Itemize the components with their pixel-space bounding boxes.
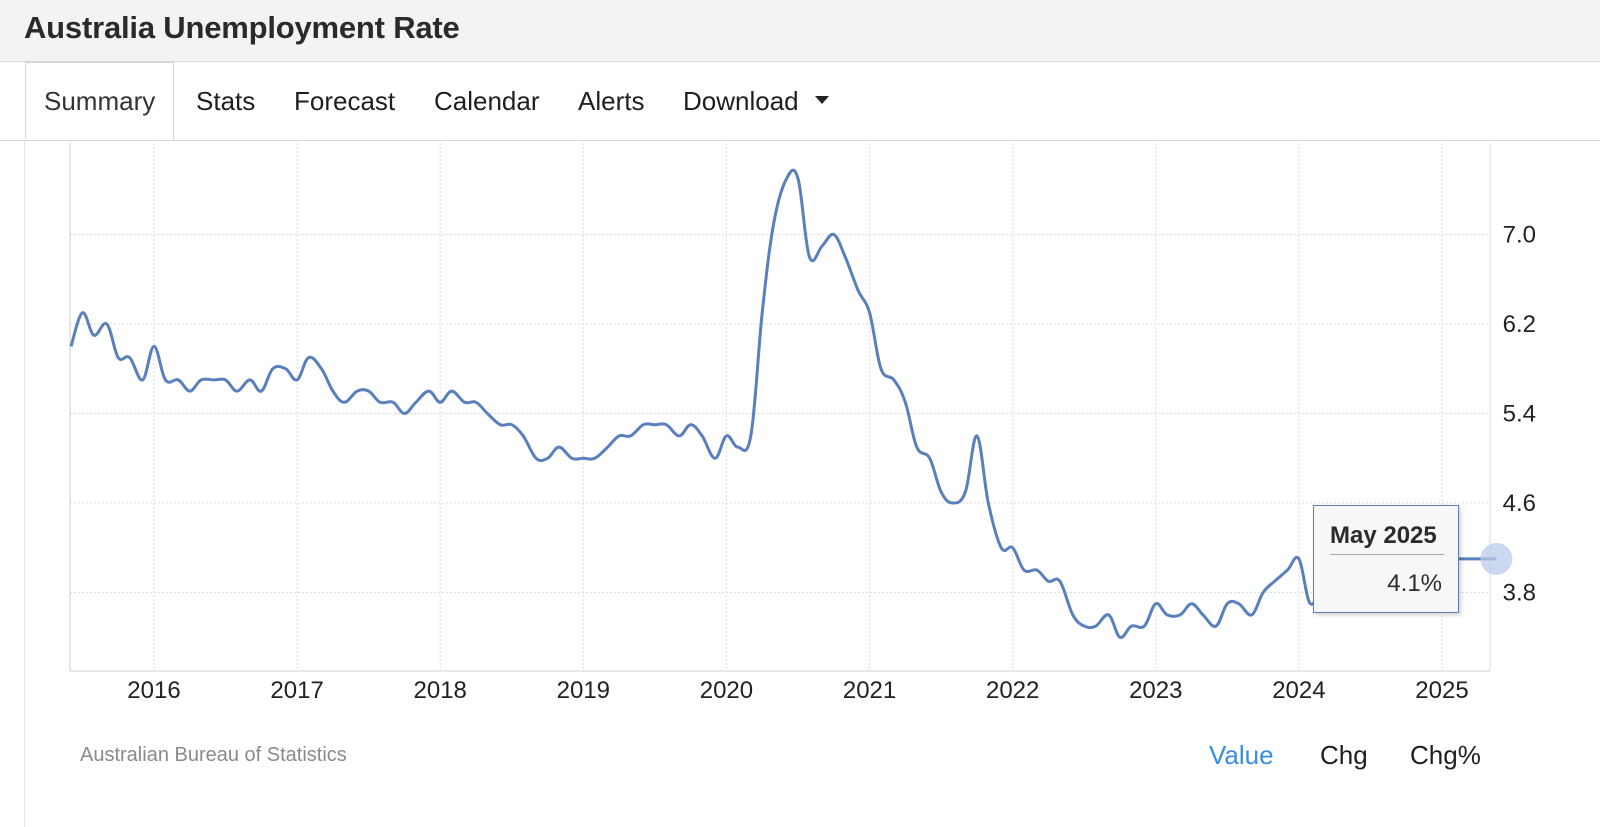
source-label: Australian Bureau of Statistics	[80, 744, 347, 766]
x-tick-label: 2023	[1129, 677, 1182, 704]
tooltip-date: May 2025	[1330, 522, 1444, 555]
tab-stats[interactable]: Stats	[196, 86, 256, 116]
x-tick-label: 2025	[1415, 677, 1468, 704]
tab-download-label: Download	[683, 86, 799, 116]
x-tick-label: 2019	[557, 677, 610, 704]
content-border	[24, 140, 25, 827]
y-tick-label: 3.8	[1503, 580, 1536, 607]
tab-bar: Summary Stats Forecast Calendar Alerts D…	[0, 62, 1600, 141]
y-tick-label: 6.2	[1503, 311, 1536, 338]
y-tick-label: 7.0	[1503, 222, 1536, 249]
mode-chg-percent-button[interactable]: Chg%	[1410, 740, 1481, 770]
y-tick-label: 4.6	[1503, 490, 1536, 517]
title-bar: Australia Unemployment Rate	[0, 0, 1600, 62]
axis-layer: 2016 2017 2018 2019 2020 2021 2022 2023 2024 2025…	[127, 222, 1536, 705]
x-tick-label: 2020	[700, 677, 753, 704]
tooltip-value: 4.1%	[1387, 570, 1442, 597]
grid-layer	[69, 143, 1491, 672]
marker-layer	[1480, 542, 1513, 575]
highlighted-point[interactable]	[1480, 542, 1513, 575]
page-title: Australia Unemployment Rate	[24, 10, 460, 45]
chart-tooltip: May 2025 4.1%	[1313, 505, 1459, 613]
tab-download[interactable]: Download	[683, 62, 829, 140]
tab-summary[interactable]: Summary	[25, 62, 175, 140]
x-tick-label: 2022	[986, 677, 1039, 704]
mode-chg-button[interactable]: Chg	[1320, 740, 1368, 770]
mode-value-button[interactable]: Value	[1209, 740, 1274, 770]
tab-alerts[interactable]: Alerts	[578, 86, 645, 116]
caret-down-icon	[814, 96, 829, 105]
x-tick-label: 2021	[843, 677, 896, 704]
tab-calendar[interactable]: Calendar	[434, 86, 540, 116]
y-tick-label: 5.4	[1503, 401, 1536, 428]
x-tick-label: 2018	[414, 677, 467, 704]
tab-forecast[interactable]: Forecast	[294, 86, 396, 116]
x-tick-label: 2016	[127, 677, 180, 704]
series-layer	[69, 168, 1497, 639]
unemployment-chart: 2016 2017 2018 2019 2020 2021 2022 2023 2024 2025…	[69, 143, 1536, 705]
x-tick-label: 2017	[270, 677, 323, 704]
x-tick-label: 2024	[1272, 677, 1325, 704]
series-line	[69, 168, 1497, 639]
